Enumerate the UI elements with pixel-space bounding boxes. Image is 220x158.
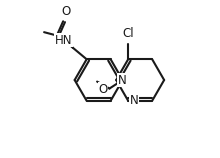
Text: O: O [98,83,108,96]
Text: Cl: Cl [122,27,134,40]
Text: N: N [130,94,139,107]
Text: N: N [118,73,127,87]
Text: HN: HN [54,34,72,47]
Text: O: O [61,5,70,18]
